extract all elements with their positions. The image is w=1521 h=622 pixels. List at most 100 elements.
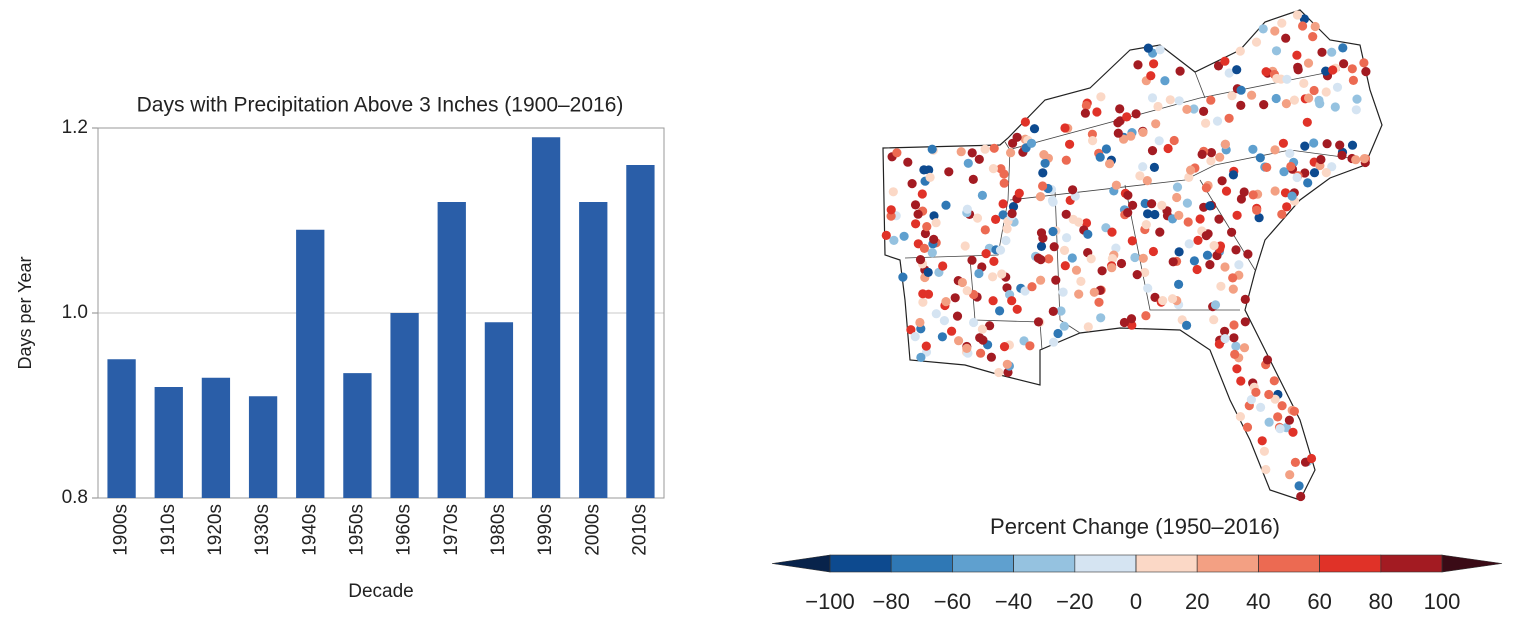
station-dot	[1025, 341, 1035, 351]
station-dot	[1088, 136, 1098, 146]
station-dot	[1214, 214, 1224, 224]
station-dot	[978, 335, 988, 345]
station-dot	[1131, 109, 1141, 119]
station-dot	[1282, 202, 1292, 212]
station-dot	[1040, 158, 1050, 168]
station-dot	[1149, 59, 1159, 69]
station-dot	[968, 174, 978, 184]
station-dot	[892, 148, 902, 158]
station-dot	[1292, 172, 1302, 183]
station-dot	[917, 189, 927, 199]
station-dot	[962, 286, 972, 296]
station-dot	[1255, 153, 1265, 163]
station-dot	[907, 179, 917, 189]
x-tick-label: 1990s	[535, 504, 556, 556]
station-dot	[1172, 182, 1183, 192]
station-dot	[1294, 481, 1304, 491]
station-dot	[1303, 178, 1313, 188]
station-dot	[1182, 198, 1192, 208]
station-dot	[1216, 281, 1226, 291]
station-dot	[1229, 333, 1239, 343]
station-dot	[1289, 95, 1299, 105]
station-dot	[1314, 95, 1324, 105]
station-dot	[1277, 401, 1287, 411]
station-dot	[923, 289, 934, 299]
station-dot	[1007, 208, 1017, 219]
x-tick-label: 1910s	[158, 504, 179, 556]
station-dot	[1205, 260, 1215, 270]
station-dot	[1127, 236, 1137, 246]
station-dot	[1228, 170, 1238, 180]
station-dot	[972, 213, 983, 223]
station-dot	[1220, 326, 1230, 336]
station-dot	[998, 210, 1008, 220]
station-dot	[1240, 317, 1250, 327]
station-dot	[1189, 104, 1199, 114]
station-dot	[1095, 152, 1105, 162]
station-dot	[1206, 156, 1216, 166]
station-dot	[1122, 112, 1132, 122]
station-dot	[1039, 150, 1049, 160]
station-dot	[1215, 152, 1225, 162]
station-dot	[1273, 412, 1283, 422]
station-dot	[1147, 199, 1157, 209]
station-dot	[1259, 100, 1269, 110]
station-dot	[1321, 87, 1331, 97]
station-dot	[1001, 235, 1011, 246]
station-dot	[1284, 415, 1294, 425]
colorbar-bin	[890, 554, 953, 573]
station-dot	[1014, 188, 1024, 198]
station-dot	[1167, 294, 1178, 304]
station-dot	[1224, 113, 1234, 123]
station-dot	[1126, 314, 1137, 324]
station-dot	[997, 269, 1007, 279]
station-dot	[1107, 254, 1117, 264]
station-dot	[1328, 65, 1338, 75]
station-dot	[1036, 228, 1047, 238]
station-dot	[1278, 138, 1288, 148]
station-dot	[1347, 64, 1357, 74]
station-dot	[1061, 155, 1071, 165]
x-tick-label: 1950s	[346, 504, 367, 556]
station-dot	[1142, 176, 1152, 186]
station-dot	[1254, 213, 1264, 223]
station-dot	[1228, 273, 1238, 283]
station-dot	[1113, 128, 1123, 138]
x-tick-label: 1930s	[252, 504, 273, 556]
station-dot	[937, 332, 948, 342]
station-dot	[1184, 172, 1194, 182]
station-dot	[1172, 192, 1182, 203]
station-dot	[1288, 427, 1298, 437]
station-dot	[1299, 14, 1309, 24]
station-dot	[1020, 117, 1030, 127]
station-dot	[1155, 227, 1165, 237]
station-dot	[1033, 317, 1044, 327]
station-dot	[988, 272, 998, 282]
colorbar-tick-label: 100	[1424, 589, 1461, 614]
station-dot	[1083, 229, 1093, 239]
y-axis-label: Days per Year	[15, 256, 35, 369]
station-dot	[996, 164, 1006, 174]
station-dot	[960, 241, 970, 251]
station-dot	[994, 367, 1004, 378]
station-dot	[1012, 304, 1022, 314]
station-dot	[1149, 162, 1159, 172]
station-dot	[1115, 104, 1125, 114]
bar	[531, 137, 561, 498]
station-dot	[1351, 155, 1361, 165]
station-dot	[1027, 282, 1037, 292]
station-dot	[938, 261, 948, 271]
station-dot	[981, 249, 991, 259]
station-dot	[1135, 171, 1145, 181]
station-dot	[1053, 328, 1063, 339]
station-dot	[1261, 464, 1271, 475]
station-dot	[1256, 402, 1266, 412]
station-dot	[1138, 127, 1148, 137]
station-dot	[1281, 33, 1291, 43]
colorbar-tick-label: −60	[934, 589, 971, 614]
station-dot	[1228, 284, 1238, 294]
station-dot	[1113, 118, 1123, 128]
station-dot	[1304, 93, 1314, 103]
station-dot	[1279, 167, 1289, 177]
station-dot	[977, 324, 988, 334]
